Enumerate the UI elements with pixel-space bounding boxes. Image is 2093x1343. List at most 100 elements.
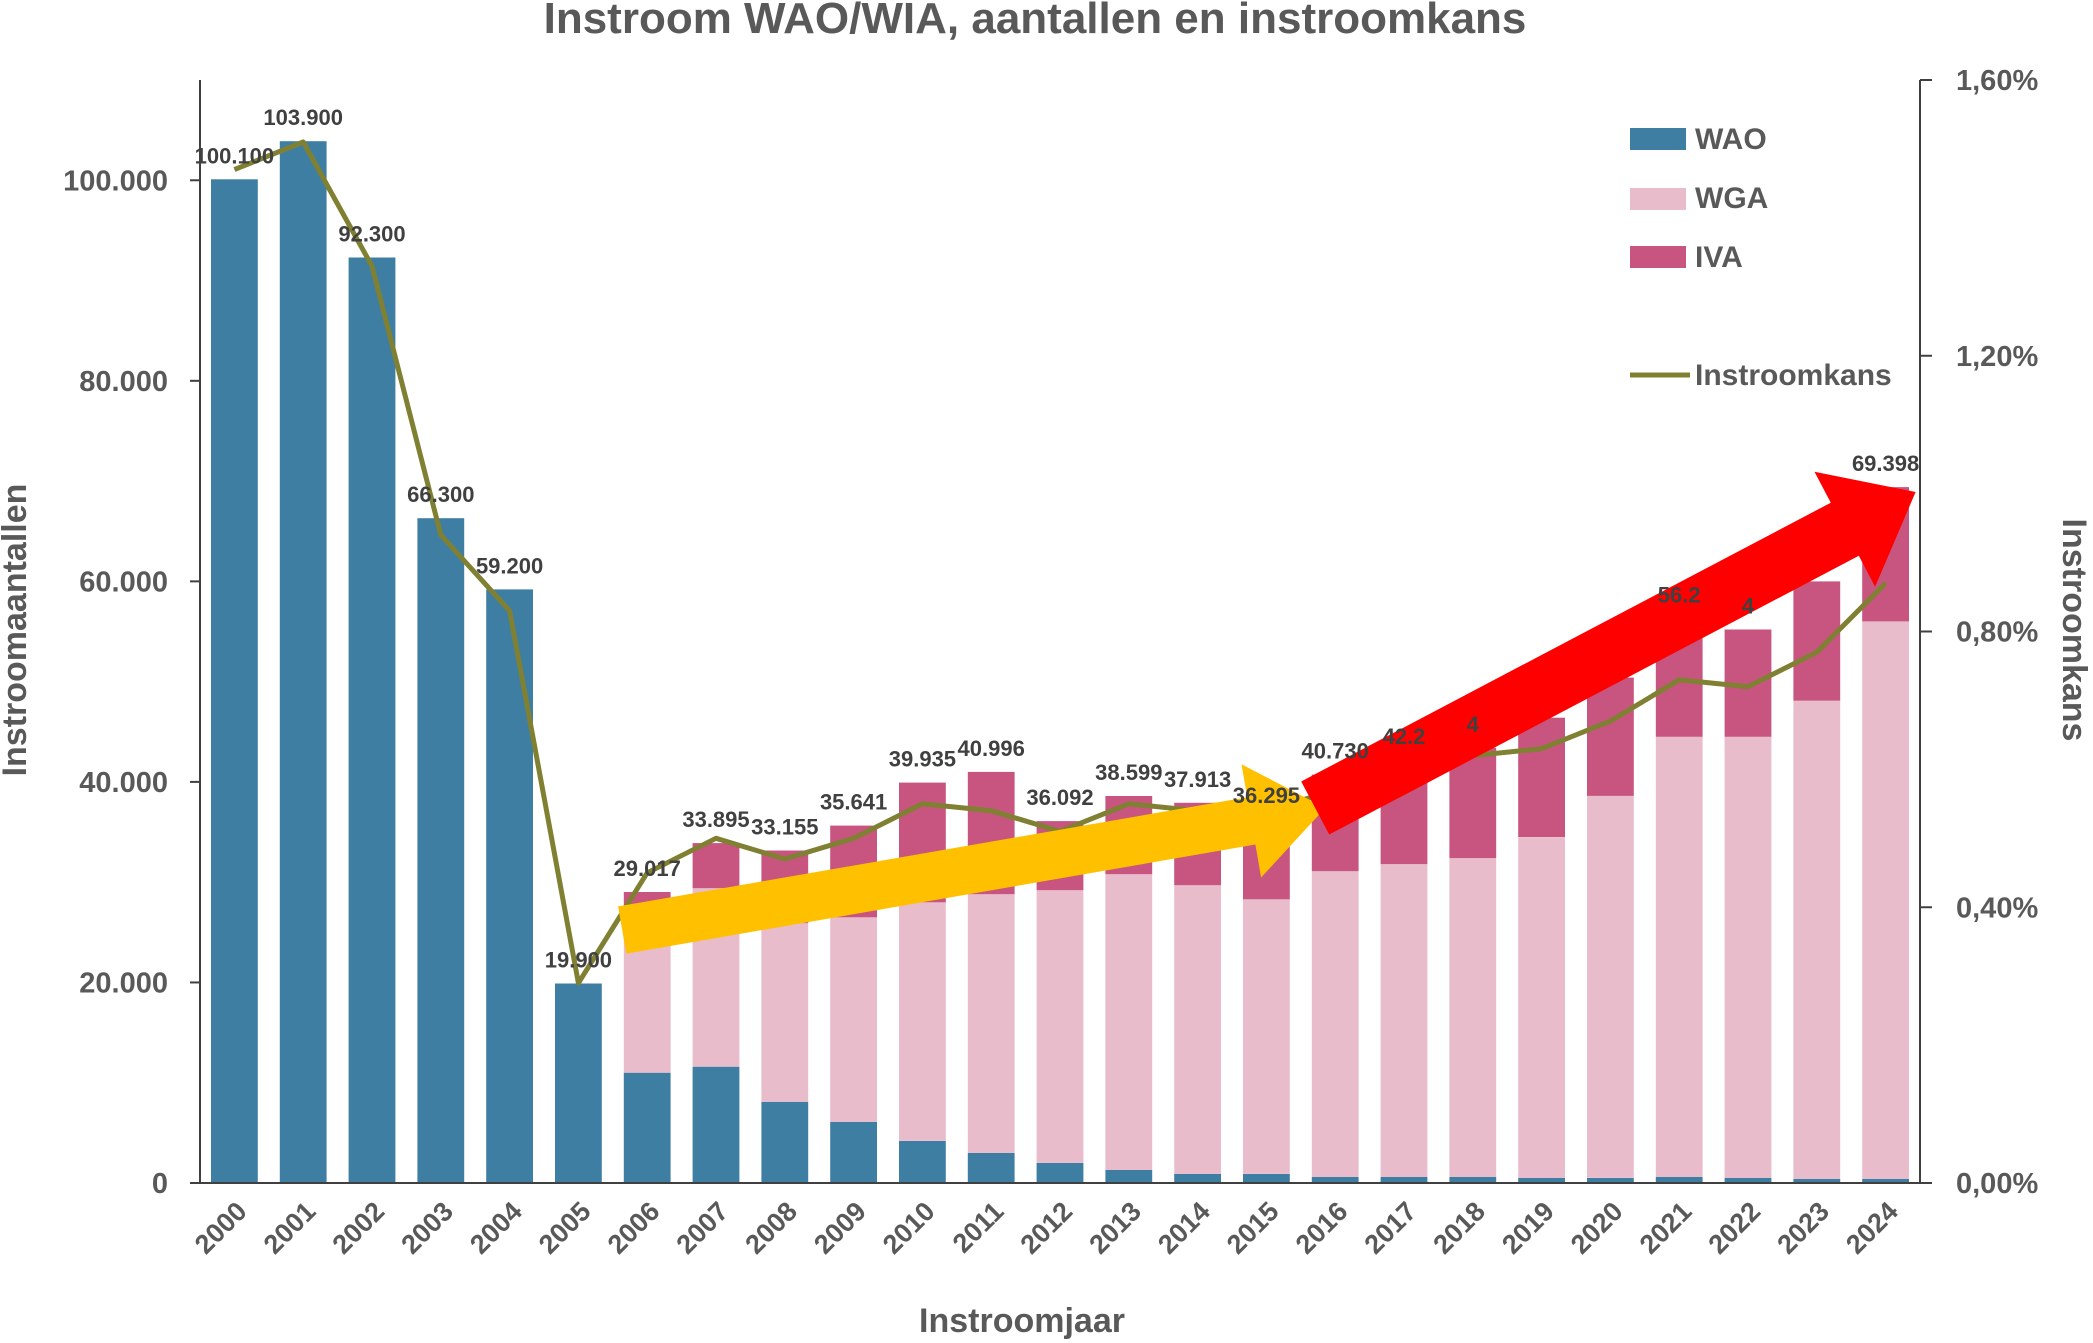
- y2-tick-label: 0,00%: [1956, 1168, 2038, 1200]
- x-tick-label: 2007: [671, 1196, 735, 1260]
- y-axis-title: Instroomaantallen: [0, 484, 34, 777]
- x-ticks-group: 2000 2001 2002 2003 2004 2005 2006 2007 2008 2009…: [189, 1196, 1904, 1260]
- bar-wga-2021: [1655, 736, 1703, 1177]
- bar-wao-2001: [279, 141, 327, 1184]
- chart-title: Instroom WAO/WIA, aantallen en instroomk…: [544, 0, 1527, 43]
- bar-wga-2023: [1793, 700, 1841, 1179]
- data-label-2017: 42.2: [1383, 724, 1426, 749]
- y-tick-label: 0: [152, 1168, 168, 1200]
- bar-wao-2003: [417, 518, 465, 1183]
- bar-wga-2024: [1862, 621, 1909, 1179]
- x-tick-label: 2018: [1427, 1196, 1491, 1260]
- x-tick-label: 2015: [1221, 1196, 1285, 1260]
- data-label-2013: 38.599: [1095, 760, 1162, 785]
- bar-wao-2013: [1105, 1170, 1153, 1183]
- x-tick-label: 2010: [877, 1196, 941, 1260]
- legend-label-wao: WAO: [1695, 123, 1767, 156]
- x-tick-label: 2022: [1703, 1196, 1767, 1260]
- bar-wao-2023: [1793, 1179, 1841, 1183]
- data-label-2021: 56.2: [1658, 582, 1701, 607]
- y-tick-label: 100.000: [63, 165, 168, 197]
- bars-group: [211, 141, 1909, 1184]
- bar-wao-2011: [967, 1152, 1015, 1183]
- bar-wao-2017: [1380, 1177, 1428, 1183]
- x-tick-label: 2011: [947, 1196, 1010, 1259]
- bar-wao-2008: [761, 1101, 809, 1183]
- x-tick-label: 2009: [808, 1196, 872, 1260]
- bar-wao-2020: [1587, 1178, 1634, 1183]
- bar-wao-2016: [1311, 1177, 1359, 1183]
- x-tick-label: 2014: [1152, 1196, 1216, 1260]
- x-tick-label: 2019: [1496, 1196, 1560, 1260]
- bar-wao-2019: [1518, 1178, 1565, 1183]
- data-label-2005: 19.900: [545, 947, 612, 972]
- y2-axis-title: Instroomkans: [2055, 519, 2093, 742]
- legend-swatch-wga: [1630, 188, 1686, 210]
- y2-tick-label: 1,60%: [1956, 65, 2038, 97]
- data-label-2002: 92.300: [338, 221, 405, 246]
- x-tick-label: 2012: [1015, 1196, 1079, 1260]
- data-label-2018: 4: [1467, 712, 1480, 737]
- bar-wga-2012: [1036, 890, 1084, 1163]
- bar-wao-2004: [486, 589, 533, 1183]
- legend-label-wga: WGA: [1695, 182, 1768, 215]
- y2-ticks-group: 0,00% 0,40% 0,80% 1,20% 1,60%: [1920, 65, 2038, 1200]
- y-ticks-group: 0 20.000 40.000 60.000 80.000 100.000: [63, 165, 200, 1200]
- bar-wga-2020: [1587, 795, 1634, 1178]
- data-label-2024: 69.398: [1852, 451, 1919, 476]
- data-label-2015: 36.295: [1233, 783, 1300, 808]
- bar-wao-2015: [1243, 1174, 1290, 1183]
- bar-wga-2016: [1311, 871, 1359, 1177]
- bar-wao-2022: [1724, 1178, 1772, 1183]
- arrow-red: [1301, 471, 1916, 835]
- x-tick-label: 2000: [189, 1196, 253, 1260]
- bar-wga-2022: [1724, 736, 1772, 1178]
- data-label-2014: 37.913: [1164, 767, 1231, 792]
- data-labels-group: 100.100 103.900 92.300 66.300 59.200 19.900 29…: [195, 105, 1920, 972]
- x-tick-label: 2004: [464, 1196, 528, 1260]
- bar-wao-2006: [623, 1072, 671, 1183]
- data-label-2006: 29.017: [614, 856, 681, 881]
- bar-wga-2014: [1174, 885, 1221, 1174]
- data-label-2012: 36.092: [1026, 785, 1093, 810]
- x-tick-label: 2002: [327, 1196, 391, 1260]
- y2-tick-label: 0,80%: [1956, 617, 2038, 649]
- legend-label-iva: IVA: [1695, 241, 1743, 274]
- x-tick-label: 2024: [1840, 1196, 1904, 1260]
- bar-wao-2024: [1862, 1179, 1909, 1183]
- bar-wga-2008: [761, 923, 809, 1102]
- x-tick-label: 2001: [258, 1196, 322, 1260]
- arrow-yellow: [618, 764, 1326, 954]
- data-label-2001: 103.900: [263, 105, 343, 130]
- y-tick-label: 80.000: [79, 366, 168, 398]
- x-tick-label: 2005: [533, 1196, 597, 1260]
- x-tick-label: 2021: [1634, 1196, 1698, 1260]
- data-label-2003: 66.300: [407, 482, 474, 507]
- bar-wao-2010: [899, 1140, 946, 1183]
- bar-wao-2000: [211, 179, 258, 1184]
- x-tick-label: 2016: [1290, 1196, 1354, 1260]
- x-tick-label: 2020: [1565, 1196, 1629, 1260]
- data-label-2009: 35.641: [820, 790, 887, 815]
- data-label-2007: 33.895: [682, 807, 749, 832]
- legend-swatch-iva: [1630, 246, 1686, 268]
- bar-wga-2015: [1243, 899, 1290, 1174]
- x-tick-label: 2006: [602, 1196, 666, 1260]
- legend: WAO WGA IVA Instroomkans: [1630, 123, 1892, 392]
- bar-wao-2005: [555, 983, 602, 1183]
- x-tick-label: 2008: [739, 1196, 803, 1260]
- legend-label-instroomkans: Instroomkans: [1695, 359, 1892, 392]
- bar-wao-2014: [1174, 1174, 1221, 1183]
- data-label-2004: 59.200: [476, 553, 543, 578]
- x-axis-title: Instroomjaar: [919, 1302, 1125, 1340]
- bar-wga-2009: [830, 917, 877, 1122]
- bar-iva-2019: [1518, 717, 1565, 837]
- y-tick-label: 60.000: [79, 566, 168, 598]
- bar-iva-2007: [692, 843, 740, 889]
- data-label-2016: 40.730: [1302, 739, 1369, 764]
- y2-tick-label: 0,40%: [1956, 892, 2038, 924]
- bar-wga-2013: [1105, 874, 1153, 1170]
- data-label-2000: 100.100: [195, 143, 275, 168]
